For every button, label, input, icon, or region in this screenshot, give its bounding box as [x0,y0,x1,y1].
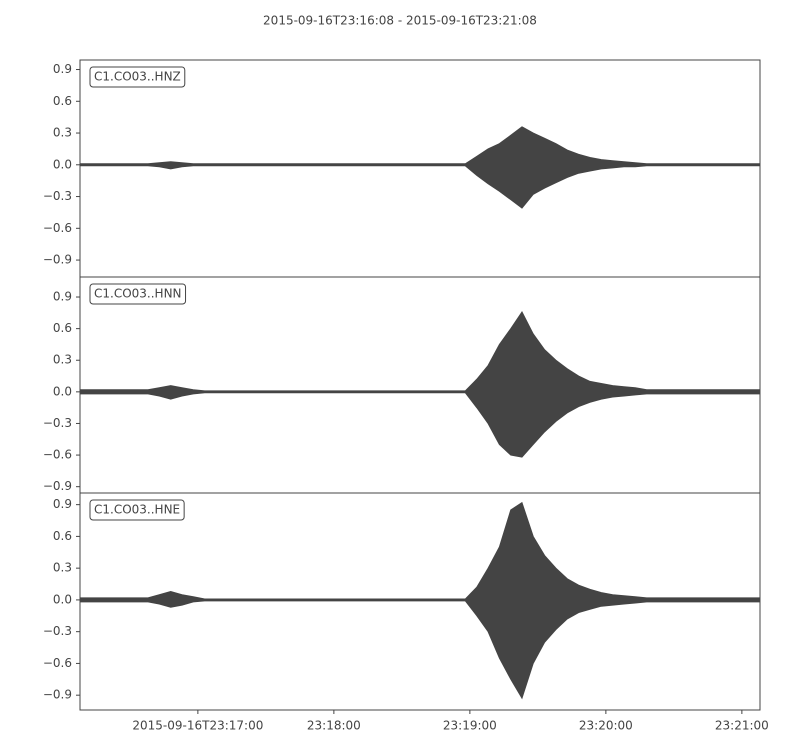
y-tick-label: 0.0 [53,592,72,606]
y-tick-label: −0.9 [43,479,72,493]
trace-label: C1.CO03..HNZ [94,70,181,84]
trace-label: C1.CO03..HNN [94,287,182,301]
trace-label-box [89,283,187,305]
waveform-low [79,599,761,700]
y-tick-label: −0.9 [43,688,72,702]
y-tick-label: 0.3 [53,561,72,575]
y-tick-label: 0.3 [53,353,72,367]
y-tick-label: −0.3 [43,189,72,203]
y-tick-label: −0.6 [43,221,72,235]
waveform-low [79,391,761,458]
waveform-high [79,126,761,166]
trace-label: C1.CO03..HNE [94,503,180,517]
y-tick-label: −0.6 [43,656,72,670]
waveform-high [79,311,761,393]
x-tick-label: 23:21:00 [715,719,769,733]
y-tick-label: 0.9 [53,62,72,76]
y-tick-label: 0.3 [53,126,72,140]
panel-frame [79,59,761,278]
y-tick-label: 0.9 [53,497,72,511]
y-tick-label: 0.6 [53,529,72,543]
panel-frame [79,492,761,711]
trace-label-box [89,66,186,88]
y-tick-label: 0.0 [53,157,72,171]
y-tick-label: 0.9 [53,290,72,304]
y-tick-label: 0.0 [53,384,72,398]
x-tick-label: 2015-09-16T23:17:00 [132,719,263,733]
chart-title: 2015-09-16T23:16:08 - 2015-09-16T23:21:0… [263,14,537,28]
y-tick-label: −0.9 [43,253,72,267]
waveform-high [79,501,761,601]
x-tick-label: 23:18:00 [307,719,361,733]
x-tick-label: 23:19:00 [443,719,497,733]
y-tick-label: −0.3 [43,624,72,638]
trace-label-box [89,499,185,521]
y-tick-label: 0.6 [53,321,72,335]
waveform-low [79,164,761,209]
y-tick-label: −0.6 [43,448,72,462]
y-tick-label: −0.3 [43,416,72,430]
x-tick-label: 23:20:00 [579,719,633,733]
panel-frame [79,276,761,494]
y-tick-label: 0.6 [53,94,72,108]
